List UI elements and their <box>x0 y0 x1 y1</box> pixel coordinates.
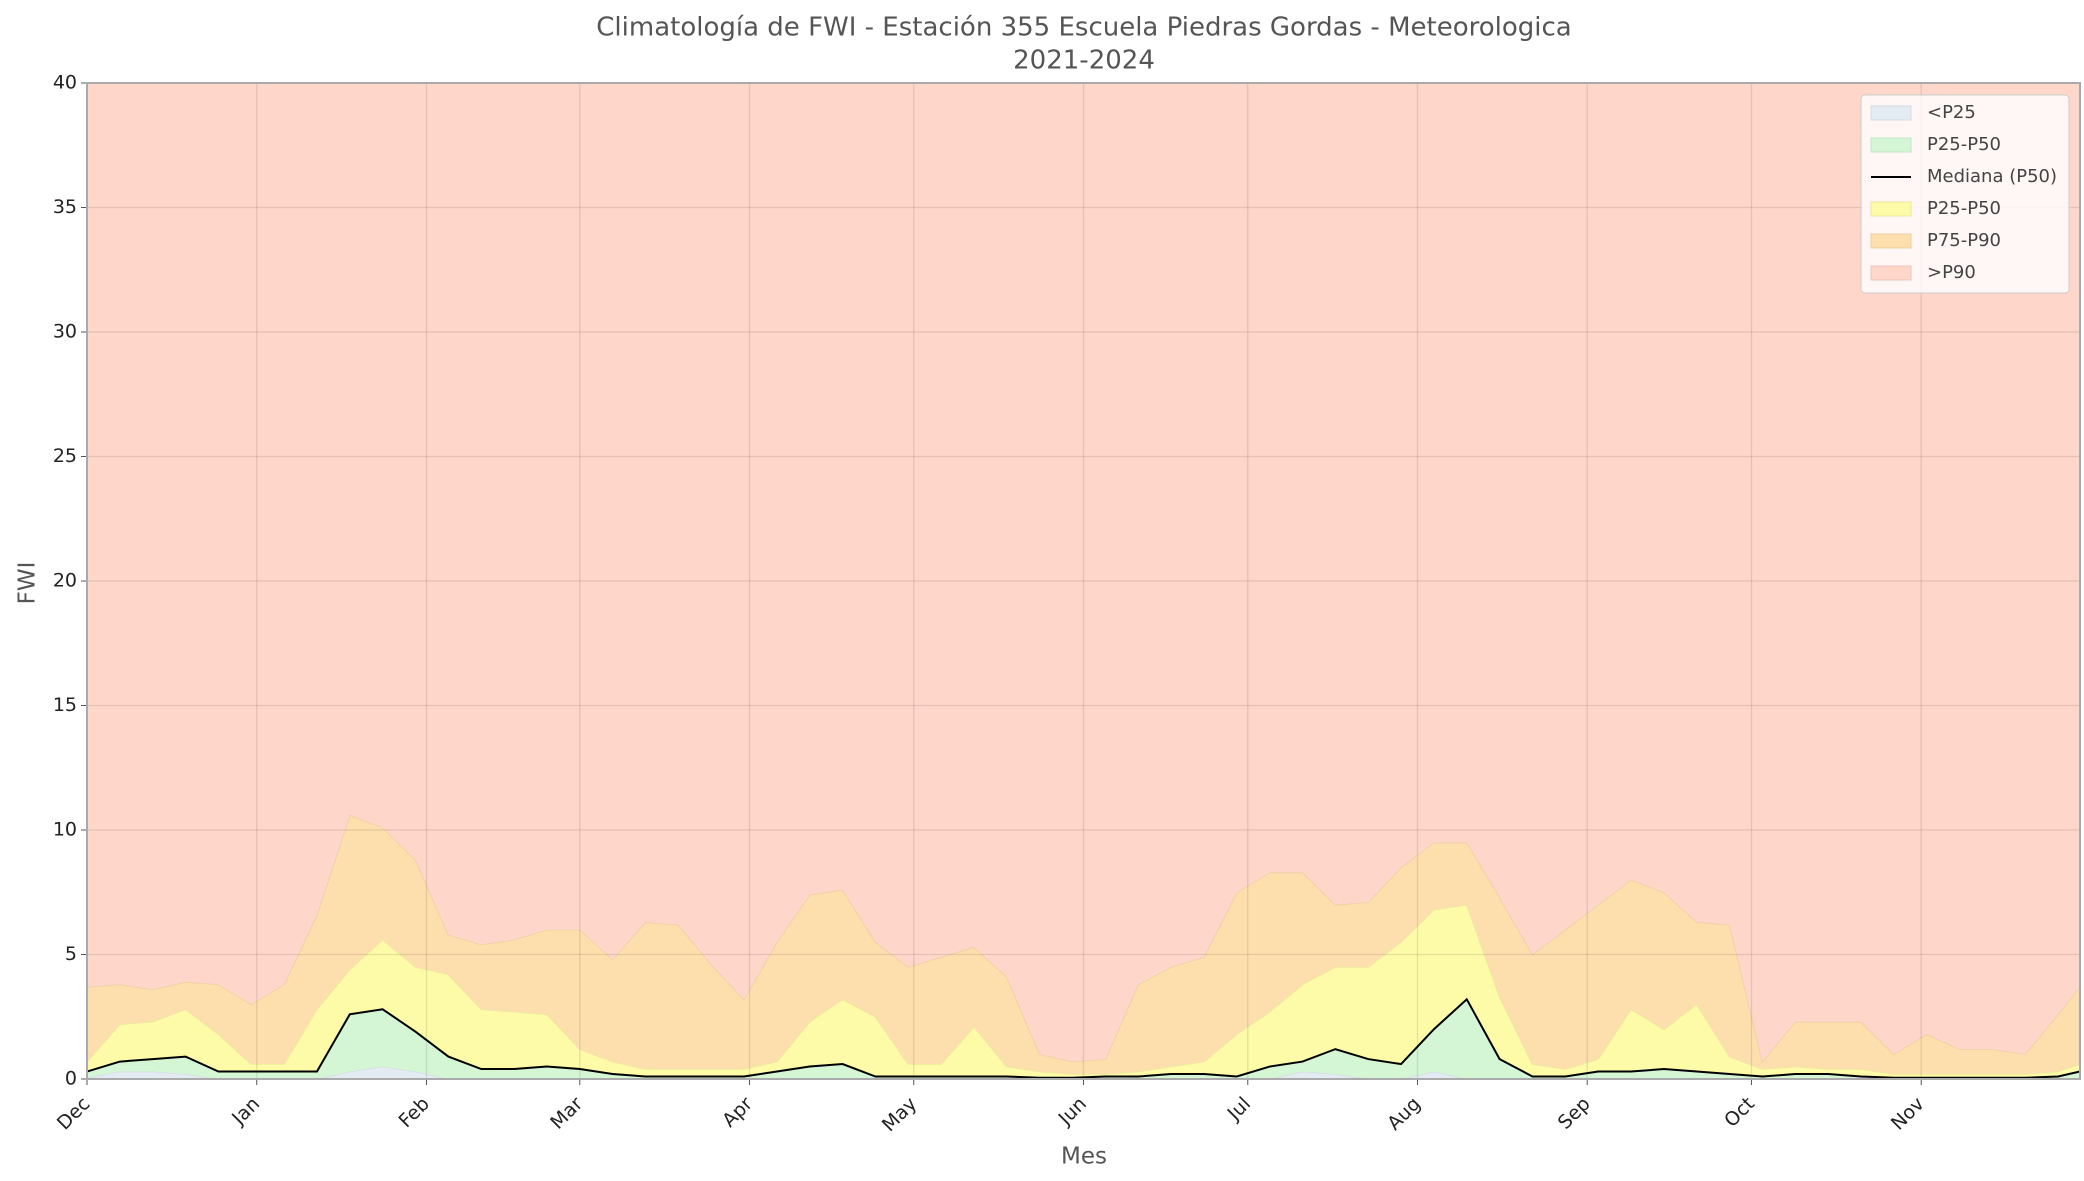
plot-frame <box>86 82 2081 1080</box>
x-tick-label: Aug <box>1383 1093 1425 1135</box>
x-tick-label: Jul <box>1223 1093 1255 1125</box>
x-tick-label: Apr <box>718 1093 757 1132</box>
legend-swatch <box>1870 105 1912 121</box>
band-area <box>87 83 2080 1062</box>
legend-swatch <box>1870 201 1912 217</box>
legend-label: P75-P90 <box>1927 230 2001 251</box>
x-tick-label: Mar <box>546 1093 587 1134</box>
x-axis-label: Mes <box>1061 1144 1107 1170</box>
legend-swatch <box>1870 233 1912 249</box>
legend-swatch <box>1870 265 1912 281</box>
legend-swatch <box>1870 137 1912 153</box>
y-tick-label: 25 <box>53 445 77 467</box>
x-tick-label: Feb <box>395 1093 434 1132</box>
x-tick-label: Sep <box>1554 1093 1595 1134</box>
legend-label: P25-P50 <box>1927 198 2001 219</box>
x-tick-label: Jun <box>1054 1093 1091 1130</box>
legend-label: Mediana (P50) <box>1927 166 2057 187</box>
legend-label: <P25 <box>1927 102 1976 123</box>
lines <box>86 997 2081 1079</box>
y-tick-label: 30 <box>53 321 77 343</box>
legend: <P25 P25-P50 Mediana (P50) P25-P50 P75-P90 >P… <box>1860 94 2070 294</box>
y-axis-label: FWI <box>15 562 41 605</box>
band-area <box>87 815 2080 1075</box>
grid <box>86 82 2080 1080</box>
x-tick-label: Oct <box>1720 1093 1759 1132</box>
legend-label: P25-P50 <box>1927 134 2001 155</box>
y-tick-label: 15 <box>53 694 77 716</box>
y-tick-label: 5 <box>65 943 77 965</box>
x-tick-label: Jan <box>227 1093 264 1130</box>
median-line <box>86 997 2081 1079</box>
x-tick-label: Nov <box>1887 1093 1929 1135</box>
x-tick-label: May <box>878 1093 921 1136</box>
x-tick-label: Dec <box>53 1093 95 1135</box>
y-tick-label: 35 <box>53 196 77 218</box>
chart-subtitle: 2021-2024 <box>1013 46 1155 76</box>
y-tick-label: 10 <box>53 819 77 841</box>
y-tick-label: 20 <box>53 570 77 592</box>
y-tick-label: 0 <box>65 1068 77 1090</box>
plot-area <box>86 83 2081 1080</box>
chart-title: Climatología de FWI - Estación 355 Escue… <box>596 13 1571 43</box>
y-tick-label: 40 <box>53 72 77 94</box>
legend-box <box>1860 94 2070 294</box>
legend-label: >P90 <box>1927 262 1976 283</box>
